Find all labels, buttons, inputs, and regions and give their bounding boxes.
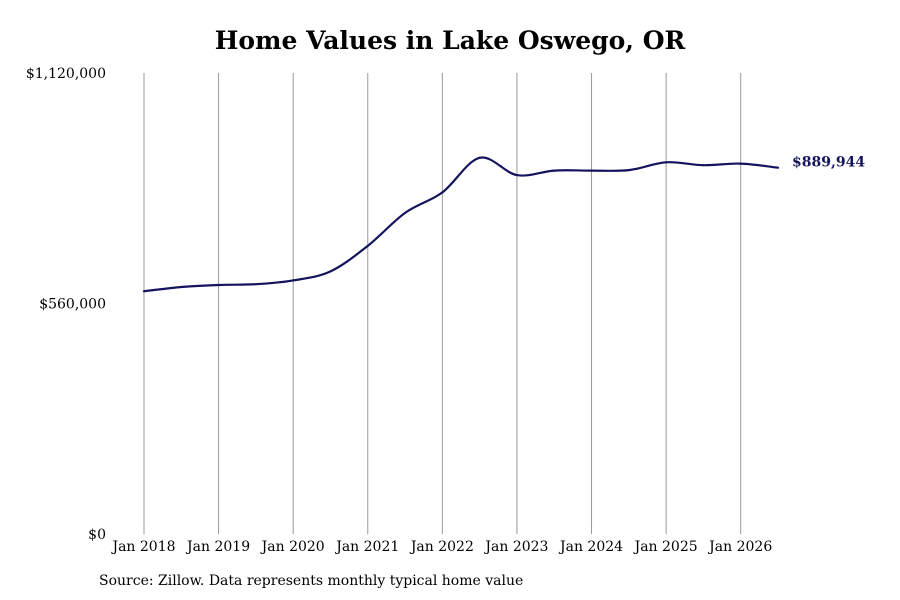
data-point <box>553 169 556 172</box>
x-tick-label: Jan 2025 <box>633 539 698 555</box>
x-tick-label: Jan 2026 <box>707 539 772 555</box>
data-point <box>404 211 407 214</box>
data-point <box>702 164 705 167</box>
x-tick-label: Jan 2019 <box>185 539 250 555</box>
data-point <box>366 244 369 247</box>
x-axis: Jan 2018 Jan 2019 Jan 2020 Jan 2021 Jan 2022… <box>110 539 772 555</box>
chart-title: Home Values in Lake Oswego, OR <box>214 26 686 55</box>
x-tick-label: Jan 2021 <box>334 539 399 555</box>
x-tick-label: Jan 2018 <box>110 539 175 555</box>
data-point <box>142 290 146 293</box>
source-note: Source: Zillow. Data represents monthly … <box>99 573 524 589</box>
data-point <box>478 156 481 159</box>
data-point <box>180 285 183 289</box>
data-point <box>217 283 220 287</box>
y-tick-label: $0 <box>88 527 106 543</box>
x-tick-label: Jan 2020 <box>260 539 325 555</box>
y-tick-label: $560,000 <box>39 297 106 313</box>
data-point <box>329 270 332 273</box>
x-tick-label: Jan 2024 <box>558 539 623 555</box>
series-group <box>142 156 780 293</box>
y-axis: $0 $560,000 $1,120,000 <box>26 66 106 543</box>
data-point <box>739 162 742 165</box>
data-point <box>292 279 295 282</box>
series-line <box>143 156 779 293</box>
data-point <box>776 166 780 169</box>
data-point <box>665 161 668 164</box>
data-point <box>590 169 593 172</box>
data-point <box>441 191 444 194</box>
grid-lines <box>143 73 742 534</box>
x-tick-label: Jan 2023 <box>483 539 548 555</box>
end-value-label: $889,944 <box>792 155 865 171</box>
data-point <box>515 174 519 177</box>
data-point <box>254 283 257 286</box>
y-tick-label: $1,120,000 <box>26 66 106 82</box>
data-point <box>627 169 630 172</box>
x-tick-label: Jan 2022 <box>409 539 474 555</box>
